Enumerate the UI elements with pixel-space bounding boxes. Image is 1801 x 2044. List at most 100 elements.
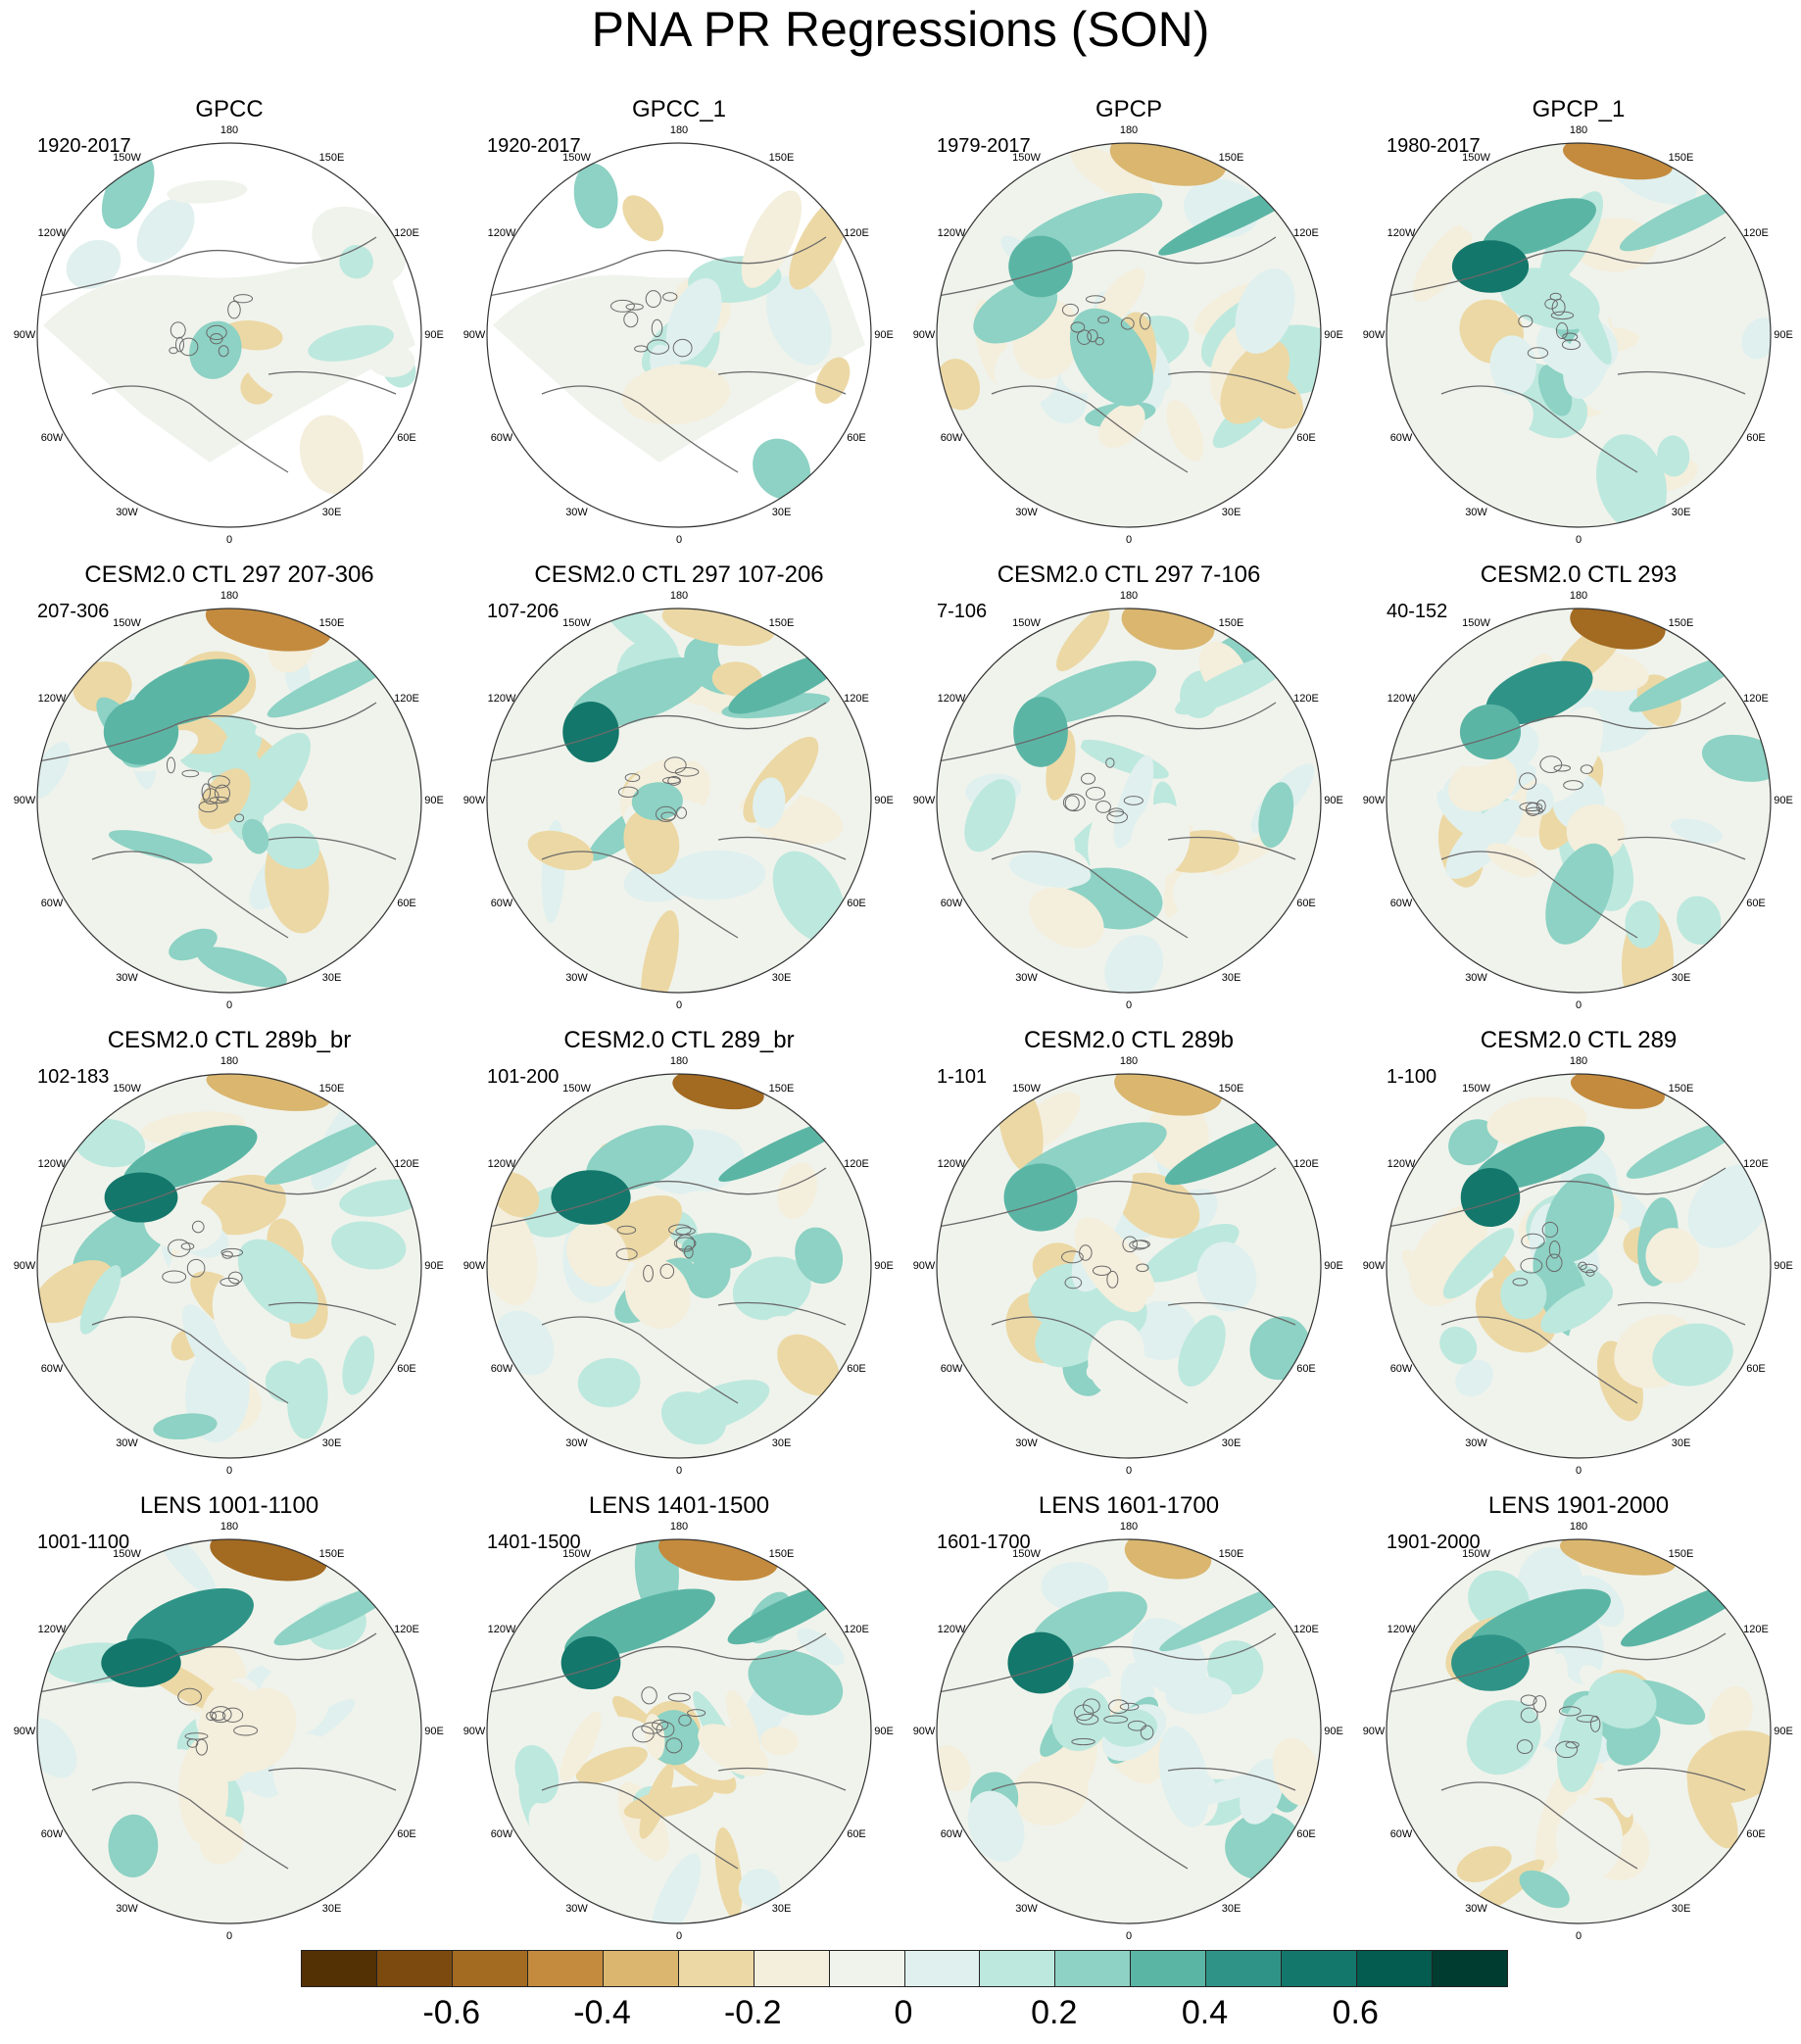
- precip-anomaly-patch: [527, 830, 594, 871]
- precip-anomaly-band: [1124, 1539, 1212, 1580]
- longitude-label: 60E: [847, 1362, 866, 1375]
- precip-anomaly-patch: [1463, 1859, 1545, 1920]
- precip-anomaly-band: [1022, 660, 1157, 725]
- island-outline: [1074, 1704, 1095, 1722]
- longitude-label: 180: [669, 1521, 689, 1533]
- precip-anomaly-patch: [199, 1174, 286, 1236]
- coastline: [1387, 1632, 1746, 1870]
- precip-anomaly-band: [562, 701, 619, 763]
- precip-anomaly-patch: [1523, 1708, 1613, 1765]
- precip-anomaly-patch: [1098, 316, 1190, 375]
- precip-anomaly-patch: [1070, 146, 1155, 205]
- map-boundary: [936, 608, 1322, 994]
- precip-anomaly-patch: [1409, 1214, 1485, 1306]
- precip-anomaly-patch: [1046, 729, 1076, 801]
- precip-anomaly-patch: [748, 1649, 844, 1716]
- precip-anomaly-patch: [178, 1737, 228, 1844]
- longitude-label: 120E: [844, 226, 869, 239]
- precip-anomaly-patch: [814, 357, 851, 405]
- precip-anomaly-patch: [255, 698, 340, 739]
- island-outline: [1078, 1244, 1093, 1261]
- precip-anomaly-patch: [659, 781, 686, 850]
- panel-title: CESM2.0 CTL 297 207-306: [84, 561, 374, 588]
- island-outline: [1071, 1737, 1095, 1746]
- island-outline: [615, 1247, 638, 1261]
- longitude-label: 90E: [874, 329, 894, 341]
- precip-anomaly-patch: [1580, 1217, 1631, 1247]
- precip-anomaly-patch: [1040, 1688, 1097, 1757]
- longitude-label: 120E: [844, 692, 869, 705]
- longitude-label: 150E: [1668, 1083, 1694, 1095]
- precip-anomaly-patch: [566, 1221, 628, 1288]
- longitude-label: 90E: [1324, 1260, 1343, 1272]
- longitude-label: 150E: [318, 1083, 345, 1095]
- panel-title: CESM2.0 CTL 297 107-206: [534, 561, 824, 588]
- precip-anomaly-patch: [1580, 1665, 1611, 1696]
- precip-anomaly-patch: [1568, 306, 1621, 412]
- precip-anomaly-patch: [714, 1826, 743, 1920]
- longitude-label: 120W: [37, 1157, 67, 1170]
- longitude-label: 60W: [40, 431, 64, 444]
- precip-anomaly-patch: [1436, 789, 1491, 842]
- precip-anomaly-patch: [640, 1129, 745, 1195]
- island-outline: [206, 1711, 218, 1722]
- island-outline: [1064, 1276, 1083, 1290]
- longitude-label: 90W: [912, 1726, 936, 1737]
- land-coverage: [493, 237, 865, 462]
- precip-anomaly-patch: [284, 654, 311, 699]
- precip-anomaly-patch: [1502, 363, 1588, 439]
- longitude-label: 90W: [13, 795, 36, 806]
- island-outline: [659, 1263, 675, 1280]
- precip-anomaly-patch: [1571, 316, 1604, 358]
- island-outline: [1129, 1240, 1149, 1250]
- island-outline: [673, 1237, 697, 1250]
- coastline: [37, 702, 397, 939]
- island-outline: [1520, 1257, 1543, 1274]
- precip-anomaly-patch: [1572, 279, 1633, 323]
- precip-anomaly-patch: [153, 1413, 218, 1440]
- longitude-label: 150E: [1218, 617, 1244, 629]
- island-outline: [1549, 292, 1562, 301]
- island-outline: [1122, 1236, 1138, 1253]
- longitude-label: 180: [219, 1055, 239, 1067]
- precip-anomaly-patch: [970, 1772, 1019, 1826]
- precip-anomaly-patch: [1062, 1344, 1107, 1396]
- precip-anomaly-patch: [1047, 1314, 1086, 1360]
- panel-title: GPCC_1: [631, 96, 727, 122]
- island-outline: [652, 1719, 669, 1731]
- colorbar-box: [1131, 1951, 1207, 1986]
- precip-anomaly-patch: [623, 1785, 714, 1820]
- island-outline: [661, 776, 681, 785]
- precip-anomaly-patch: [1459, 299, 1525, 365]
- island-outline: [208, 775, 230, 789]
- precip-anomaly-patch: [1130, 803, 1191, 878]
- precip-anomaly-patch: [572, 1762, 607, 1808]
- longitude-label: 90E: [1324, 795, 1343, 806]
- precip-anomaly-patch: [665, 277, 722, 362]
- precip-anomaly-patch: [1430, 341, 1491, 411]
- precip-anomaly-patch: [1555, 1798, 1624, 1880]
- colorbar: [301, 1950, 1508, 1987]
- period-label: 102-183: [37, 1066, 110, 1088]
- longitude-label: 120W: [937, 692, 966, 705]
- precip-anomaly-patch: [307, 1599, 366, 1650]
- map-background: [937, 1539, 1321, 1923]
- precip-anomaly-patch: [1071, 1224, 1120, 1292]
- precip-anomaly-band: [1474, 1126, 1605, 1191]
- precip-anomaly-patch: [609, 1243, 657, 1288]
- precip-anomaly-patch: [647, 1267, 702, 1314]
- map-boundary: [1386, 1073, 1772, 1459]
- panel-title: GPCP_1: [1532, 96, 1626, 122]
- colorbar-box: [527, 1951, 604, 1986]
- map-background: [487, 1539, 871, 1923]
- island-outline: [632, 1726, 655, 1743]
- colorbar-box: [1055, 1951, 1132, 1986]
- precip-anomaly-band: [1016, 193, 1163, 262]
- island-outline: [678, 1714, 692, 1727]
- longitude-label: 30W: [565, 1902, 588, 1915]
